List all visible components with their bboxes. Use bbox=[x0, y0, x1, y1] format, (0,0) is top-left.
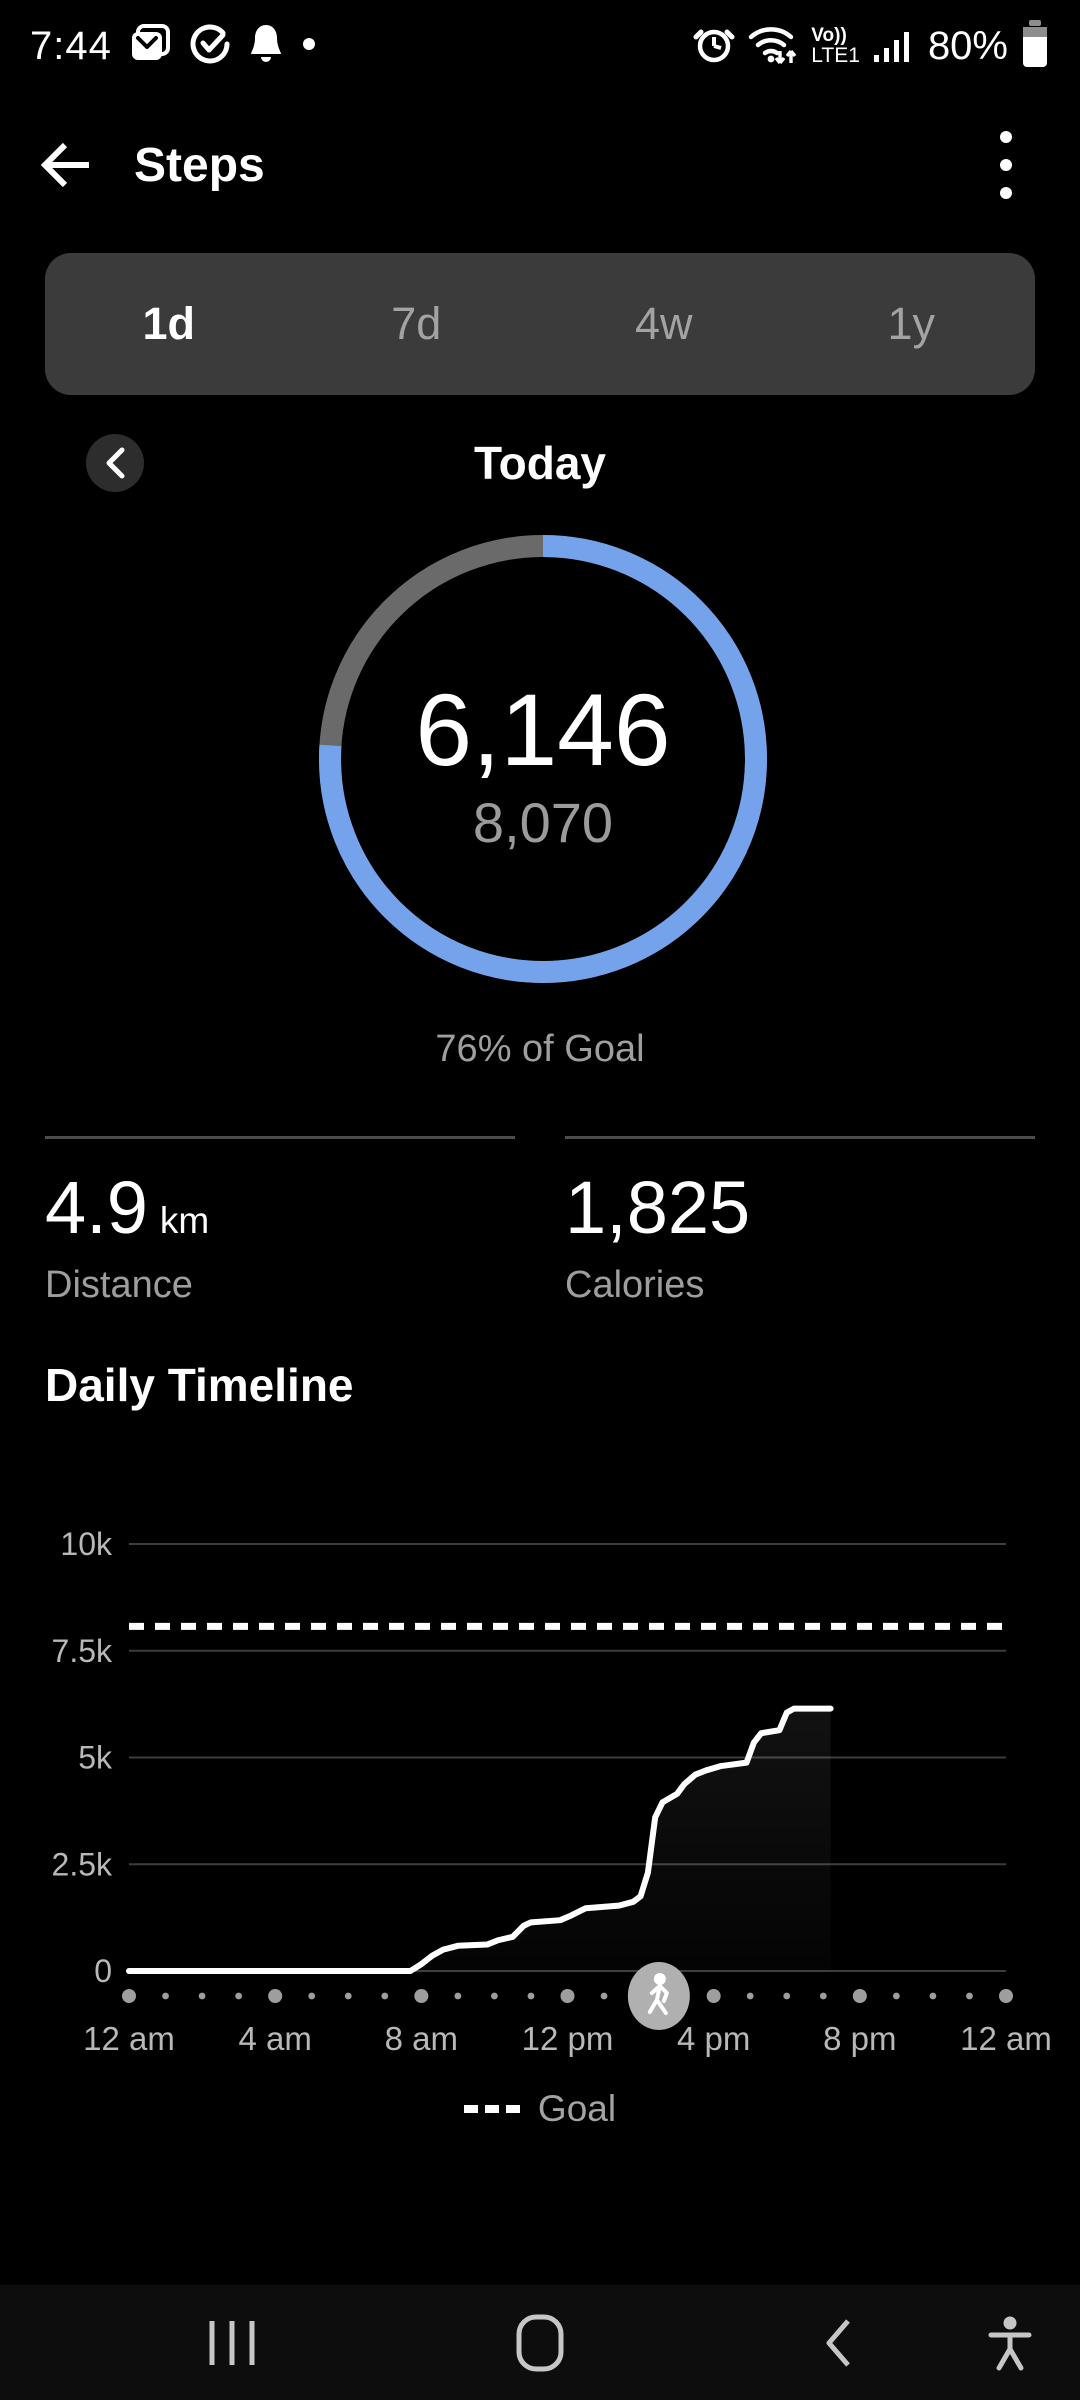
date-navigator: Today bbox=[0, 425, 1080, 501]
svg-text:4 pm: 4 pm bbox=[677, 2020, 750, 2057]
walker-marker[interactable] bbox=[627, 1962, 690, 2030]
notification-dot-icon bbox=[302, 37, 316, 56]
svg-text:12 am: 12 am bbox=[960, 2020, 1052, 2057]
steps-goal: 8,070 bbox=[472, 791, 614, 855]
svg-text:4 am: 4 am bbox=[238, 2020, 311, 2057]
svg-text:12 am: 12 am bbox=[83, 2020, 175, 2057]
calories-label: Calories bbox=[565, 1264, 705, 1306]
check-circle-icon bbox=[190, 24, 230, 69]
battery-icon bbox=[1020, 19, 1050, 74]
section-title: Daily Timeline bbox=[45, 1359, 354, 1411]
status-bar: 7:44 bbox=[0, 0, 1080, 92]
svg-text:10k: 10k bbox=[60, 1526, 113, 1562]
distance-stat: 4.9 km Distance bbox=[45, 1136, 515, 1307]
battery-percent-label: 80% bbox=[927, 23, 1008, 68]
chevron-left-icon bbox=[106, 447, 125, 479]
percent-of-goal-label: 76% of Goal bbox=[435, 1028, 645, 1070]
goal-dash-icon bbox=[463, 2105, 520, 2113]
tab-4w[interactable]: 4w bbox=[634, 298, 693, 349]
svg-text:8 pm: 8 pm bbox=[823, 2020, 896, 2057]
distance-label: Distance bbox=[45, 1264, 193, 1306]
system-navigation-bar bbox=[0, 2285, 1080, 2400]
recents-icon bbox=[209, 2320, 255, 2365]
svg-text:2.5k: 2.5k bbox=[52, 1846, 113, 1882]
calories-stat: 1,825 Calories bbox=[565, 1136, 1035, 1307]
previous-day-button[interactable] bbox=[86, 434, 144, 492]
calories-value: 1,825 bbox=[565, 1166, 751, 1249]
network-type-label: Vo)) LTE1 bbox=[811, 25, 860, 67]
distance-value: 4.9 bbox=[45, 1166, 148, 1249]
page-title: Steps bbox=[134, 138, 265, 192]
distance-unit: km bbox=[159, 1200, 210, 1241]
mail-icon bbox=[130, 23, 172, 69]
svg-text:12 pm: 12 pm bbox=[522, 2020, 614, 2057]
divider bbox=[45, 1136, 515, 1139]
nav-back-button[interactable] bbox=[823, 2317, 853, 2369]
divider bbox=[565, 1136, 1035, 1139]
svg-text:8 am: 8 am bbox=[385, 2020, 458, 2057]
accessibility-button[interactable] bbox=[986, 2315, 1034, 2371]
home-button[interactable] bbox=[515, 2313, 565, 2373]
tab-7d[interactable]: 7d bbox=[391, 298, 442, 349]
alarm-icon bbox=[693, 23, 735, 70]
wifi-icon bbox=[747, 21, 799, 72]
range-tab-bar: 1d 7d 4w 1y bbox=[45, 253, 1035, 395]
clock-time: 7:44 bbox=[30, 23, 112, 68]
accessibility-icon bbox=[988, 2316, 1032, 2370]
svg-text:5k: 5k bbox=[78, 1740, 113, 1776]
steps-progress-ring: 6,146 8,070 bbox=[308, 524, 778, 994]
ring-progress bbox=[319, 535, 767, 983]
tab-1y[interactable]: 1y bbox=[887, 298, 936, 349]
daily-timeline-chart: 10k 7.5k 5k 2.5k 0 12 am 4 am 8 am 12 pm 4 pm 8 pm… bbox=[0, 1490, 1080, 2080]
more-options-button[interactable] bbox=[976, 125, 1036, 205]
date-label: Today bbox=[473, 437, 607, 489]
home-icon bbox=[516, 2314, 564, 2371]
recents-button[interactable] bbox=[206, 2319, 258, 2367]
goal-legend-label: Goal bbox=[537, 2088, 617, 2129]
tab-1d[interactable]: 1d bbox=[142, 298, 195, 349]
chart-legend: Goal bbox=[0, 2088, 1080, 2130]
back-button[interactable] bbox=[30, 130, 100, 200]
steps-count: 6,146 bbox=[415, 672, 671, 787]
svg-text:0: 0 bbox=[94, 1953, 112, 1989]
svg-text:7.5k: 7.5k bbox=[52, 1633, 113, 1669]
app-header: Steps bbox=[0, 110, 1080, 220]
back-icon bbox=[826, 2318, 850, 2367]
bell-icon bbox=[248, 23, 284, 70]
signal-icon bbox=[872, 23, 916, 70]
